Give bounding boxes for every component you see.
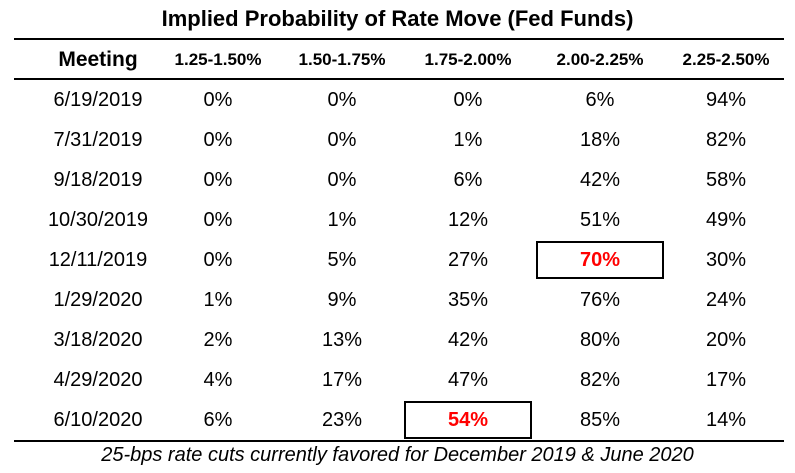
probability-cell: 4% (203, 369, 233, 391)
column-header-2-00-2-25: 2.00-2.25% (556, 50, 644, 69)
probability-cell: 0% (203, 209, 233, 231)
probability-cell: 23% (321, 409, 363, 431)
probability-cell: 6% (203, 409, 233, 431)
probability-cell: 0% (327, 169, 357, 191)
probability-cell: 24% (705, 289, 747, 311)
meeting-date-cell: 10/30/2019 (47, 209, 149, 231)
probability-cell: 49% (705, 209, 747, 231)
footnote: 25-bps rate cuts currently favored for D… (101, 444, 694, 466)
meeting-date-cell: 1/29/2020 (53, 289, 143, 311)
probability-cell: 80% (579, 329, 621, 351)
probability-cell: 13% (321, 329, 363, 351)
probability-cell: 14% (705, 409, 747, 431)
probability-cell: 0% (203, 169, 233, 191)
column-header-1-50-1-75: 1.50-1.75% (298, 50, 386, 69)
probability-cell: 94% (705, 89, 747, 111)
probability-cell: 1% (327, 209, 357, 231)
probability-cell: 5% (327, 249, 357, 271)
probability-cell: 0% (203, 129, 233, 151)
probability-cell: 30% (705, 249, 747, 271)
probability-cell: 0% (327, 89, 357, 111)
probability-cell: 17% (705, 369, 747, 391)
meeting-date-cell: 12/11/2019 (48, 249, 148, 271)
meeting-date-cell: 6/19/2019 (53, 89, 143, 111)
meeting-date-cell: 3/18/2020 (53, 329, 143, 351)
probability-cell: 6% (585, 89, 615, 111)
probability-cell: 6% (453, 169, 483, 191)
probability-cell: 18% (579, 129, 621, 151)
table-top-rule (14, 38, 784, 40)
probability-cell: 0% (453, 89, 483, 111)
highlighted-probability-cell: 54% (447, 409, 489, 431)
probability-cell: 51% (579, 209, 621, 231)
probability-cell: 42% (579, 169, 621, 191)
column-header-1-75-2-00: 1.75-2.00% (424, 50, 512, 69)
column-header-1-25-1-50: 1.25-1.50% (174, 50, 262, 69)
probability-cell: 47% (447, 369, 489, 391)
meeting-date-cell: 6/10/2020 (53, 409, 143, 431)
probability-cell: 0% (203, 249, 233, 271)
probability-cell: 1% (453, 129, 483, 151)
column-header-2-25-2-50: 2.25-2.50% (682, 50, 770, 69)
probability-cell: 20% (705, 329, 747, 351)
probability-cell: 27% (447, 249, 489, 271)
probability-cell: 76% (579, 289, 621, 311)
probability-cell: 82% (579, 369, 621, 391)
table-header-rule (14, 78, 784, 80)
meeting-date-cell: 7/31/2019 (53, 129, 143, 151)
probability-cell: 17% (321, 369, 363, 391)
highlight-box (404, 401, 532, 439)
meeting-date-cell: 9/18/2019 (53, 169, 143, 191)
probability-cell: 0% (327, 129, 357, 151)
probability-cell: 1% (203, 289, 233, 311)
probability-cell: 82% (705, 129, 747, 151)
probability-cell: 0% (203, 89, 233, 111)
probability-cell: 35% (447, 289, 489, 311)
probability-cell: 58% (705, 169, 747, 191)
highlight-box (536, 241, 664, 279)
column-header-meeting: Meeting (58, 48, 138, 71)
probability-cell: 42% (447, 329, 489, 351)
meeting-date-cell: 4/29/2020 (53, 369, 143, 391)
table-bottom-rule (14, 440, 784, 442)
highlighted-probability-cell: 70% (579, 249, 621, 271)
probability-cell: 85% (579, 409, 621, 431)
probability-cell: 2% (203, 329, 233, 351)
chart-title: Implied Probability of Rate Move (Fed Fu… (161, 6, 634, 31)
probability-cell: 12% (447, 209, 489, 231)
probability-cell: 9% (327, 289, 357, 311)
